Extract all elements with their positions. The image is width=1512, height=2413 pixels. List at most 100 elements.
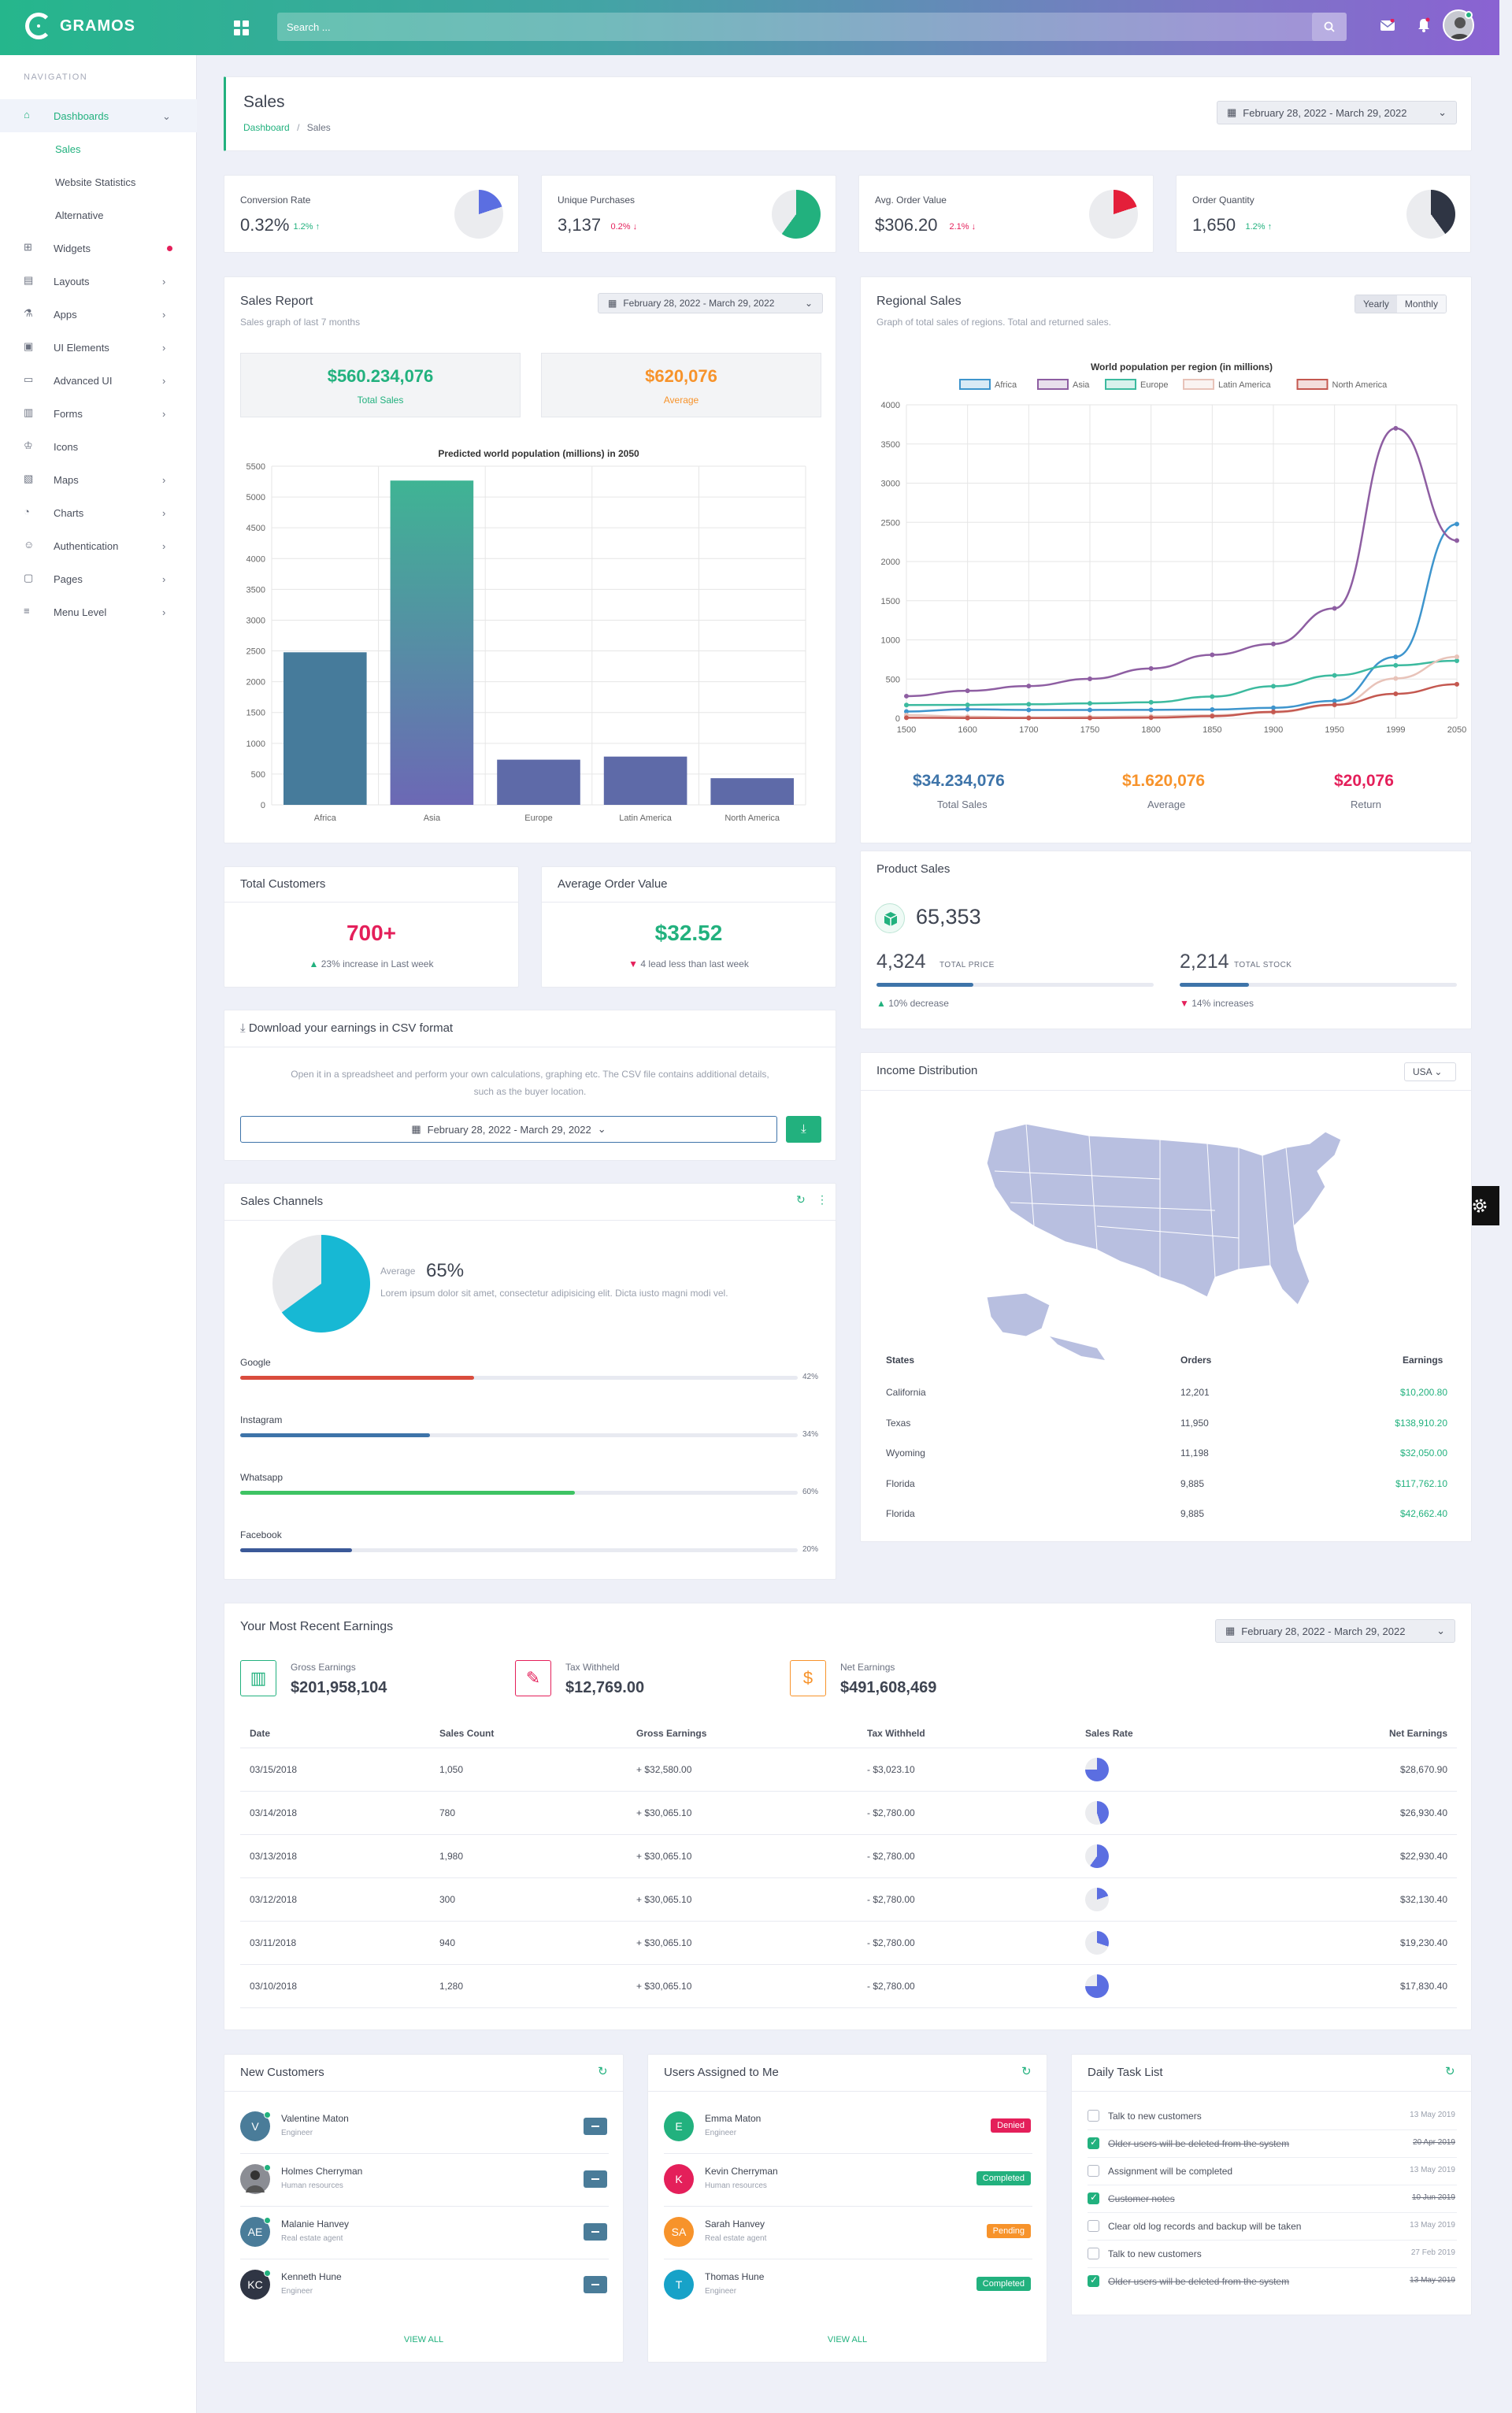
cell-count: 1,280 (439, 1981, 464, 1992)
online-dot (264, 2217, 271, 2224)
task-checkbox[interactable] (1088, 2274, 1099, 2287)
x-tick-label: 1950 (1325, 725, 1343, 735)
task-checkbox[interactable] (1088, 2220, 1099, 2232)
series-line-north-america (906, 683, 1458, 720)
more-options-icon[interactable]: ⋮ (817, 1193, 828, 1206)
refresh-icon[interactable]: ↻ (598, 2065, 608, 2078)
sidebar-item-dashboards[interactable]: ⌂ Dashboards ⌄ (0, 99, 197, 132)
col-states: States (886, 1355, 915, 1366)
csv-date-picker[interactable]: ▦ February 28, 2022 - March 29, 2022 ⌄ (240, 1116, 777, 1143)
sidebar-item-authentication[interactable]: ☺ Authentication › (0, 529, 197, 562)
regional-average-label: Average (1147, 799, 1186, 810)
sales-report-date-picker[interactable]: ▦ February 28, 2022 - March 29, 2022 ⌄ (598, 293, 823, 313)
channel-progress (240, 1433, 798, 1437)
sidebar-item-icons[interactable]: ♔ Icons (0, 430, 197, 463)
sidebar-item-advanced-ui[interactable]: ▭ Advanced UI › (0, 364, 197, 397)
search-input[interactable] (287, 13, 1310, 41)
customer-action-button[interactable] (584, 2118, 607, 2135)
y-tick-label: 0 (895, 714, 900, 724)
data-point (1026, 715, 1032, 721)
kpi-value: 0.32% (240, 215, 290, 235)
mail-icon[interactable] (1377, 14, 1399, 36)
task-checkbox[interactable] (1088, 2137, 1099, 2149)
x-tick-label: 1600 (958, 725, 976, 735)
bar-north-america (710, 778, 794, 805)
header-date-picker[interactable]: ▦ February 28, 2022 - March 29, 2022 ⌄ (1217, 101, 1457, 124)
task-checkbox[interactable] (1088, 2110, 1099, 2122)
legend-swatch (1296, 379, 1329, 390)
chevron-down-icon: ⌄ (804, 298, 813, 309)
sidebar-item-forms[interactable]: ▥ Forms › (0, 397, 197, 430)
data-point (1148, 707, 1154, 713)
status-badge: Denied (991, 2118, 1031, 2133)
arrow-down-icon: ↓ (971, 222, 976, 232)
sales-report-subtitle: Sales graph of last 7 months (240, 317, 361, 328)
advanced-ui-icon: ▭ (24, 373, 34, 385)
sidebar-item-apps[interactable]: ⚗ Apps › (0, 298, 197, 331)
data-point (904, 693, 909, 699)
population-bar-chart: Predicted world population (millions) in… (246, 448, 806, 823)
earnings-date-picker[interactable]: ▦ February 28, 2022 - March 29, 2022 ⌄ (1215, 1619, 1455, 1643)
cell-tax: - $2,780.00 (867, 1851, 915, 1862)
app-logo[interactable]: GRAMOS (25, 13, 135, 39)
earnings-summary-label: Tax Withheld (565, 1662, 620, 1673)
tasks-title: Daily Task List (1088, 2066, 1163, 2079)
channel-percent: 42% (802, 1373, 819, 1381)
sidebar-item-pages[interactable]: ▢ Pages › (0, 562, 197, 595)
apps-grid-icon[interactable] (230, 17, 252, 39)
tab-monthly[interactable]: Monthly (1396, 295, 1446, 313)
income-earnings: $117,762.10 (1395, 1477, 1447, 1489)
sales-rate-pie (1085, 1844, 1109, 1868)
y-tick-label: 4000 (881, 401, 900, 410)
recent-earnings-card: Your Most Recent Earnings ▦ February 28,… (224, 1603, 1472, 2030)
sidebar-item-widgets[interactable]: ⊞ Widgets (0, 232, 197, 265)
tab-yearly[interactable]: Yearly (1355, 295, 1397, 313)
customer-action-button[interactable] (584, 2170, 607, 2188)
customer-action-button[interactable] (584, 2276, 607, 2293)
sales-report-card: Sales Report Sales graph of last 7 month… (224, 276, 836, 843)
arrow-up-icon: ↑ (1267, 222, 1273, 232)
task-checkbox[interactable] (1088, 2165, 1099, 2177)
sidebar-item-ui-elements[interactable]: ▣ UI Elements › (0, 331, 197, 364)
sidebar-subitem-alternative[interactable]: Alternative (0, 198, 197, 232)
sidebar-item-charts[interactable]: ◔ Charts › (0, 496, 197, 529)
cell-gross: + $30,065.10 (636, 1807, 692, 1818)
sidebar-subitem-sales[interactable]: Sales (0, 132, 197, 165)
kpi-change: 1.2% ↑ (1245, 222, 1273, 232)
chevron-right-icon: › (162, 408, 166, 420)
price-note: ▲ 10% decrease (876, 998, 949, 1009)
breadcrumb-root[interactable]: Dashboard (243, 122, 290, 133)
refresh-icon[interactable]: ↻ (1021, 2065, 1032, 2078)
view-all-customers-link[interactable]: VIEW ALL (403, 2335, 444, 2344)
earnings-date-range: February 28, 2022 - March 29, 2022 (1241, 1625, 1406, 1637)
search-button[interactable] (1312, 13, 1347, 41)
calendar-icon: ▦ (411, 1123, 421, 1135)
sidebar-item-layouts[interactable]: ▤ Layouts › (0, 265, 197, 298)
customer-role: Engineer (281, 2129, 313, 2137)
data-point (1148, 699, 1154, 705)
user-name: Emma Maton (705, 2113, 762, 2124)
view-all-assigned-link[interactable]: VIEW ALL (827, 2335, 868, 2344)
sidebar-item-menu-level[interactable]: ≡ Menu Level › (0, 595, 197, 628)
task-checkbox[interactable] (1088, 2192, 1099, 2204)
refresh-icon[interactable]: ↻ (1445, 2065, 1455, 2078)
total-customers-value: 700+ (346, 921, 397, 945)
data-point (965, 688, 970, 694)
bell-icon[interactable] (1413, 14, 1435, 36)
chevron-down-icon: ⌄ (1436, 1625, 1445, 1636)
sidebar-subitem-website-statistics[interactable]: Website Statistics (0, 165, 197, 198)
sidebar-item-maps[interactable]: ▧ Maps › (0, 463, 197, 496)
page-header: Sales Dashboard / Sales ▦ February 28, 2… (224, 76, 1472, 151)
user-name: Sarah Hanvey (705, 2218, 765, 2230)
country-select[interactable]: USA ⌄ (1404, 1062, 1456, 1081)
avatar: T (664, 2270, 694, 2300)
total-customers-card: Total Customers 700+ ▲ 23% increase in L… (224, 866, 519, 988)
sales-rate-pie (1085, 1888, 1109, 1911)
kpi-mini-pie (1406, 190, 1455, 239)
new-customers-title: New Customers (240, 2066, 324, 2079)
csv-download-button[interactable]: ⤓ (786, 1116, 821, 1143)
chevron-right-icon: › (162, 276, 166, 287)
task-checkbox[interactable] (1088, 2248, 1099, 2259)
refresh-icon[interactable]: ↻ (796, 1193, 806, 1206)
customer-action-button[interactable] (584, 2223, 607, 2241)
